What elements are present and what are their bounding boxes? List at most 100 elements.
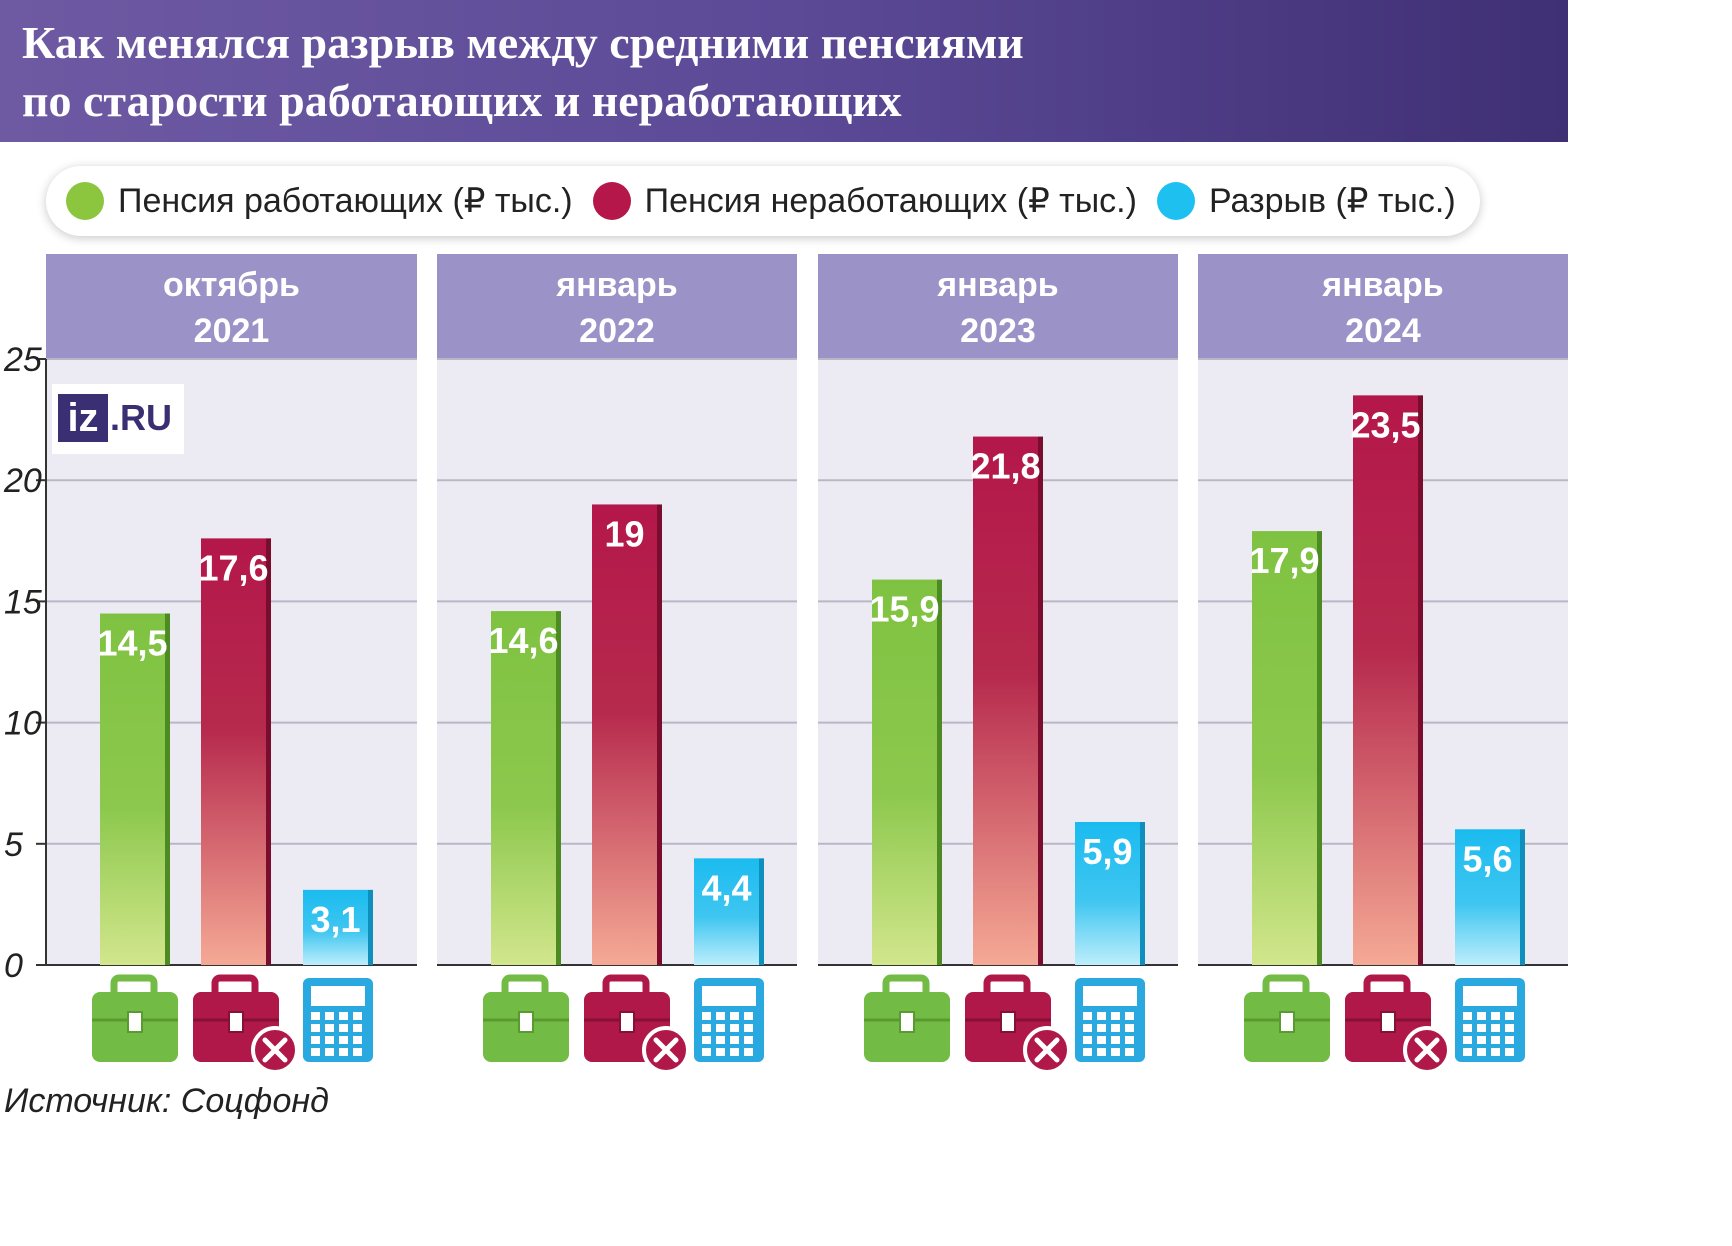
calculator-key xyxy=(1083,1024,1092,1032)
calculator-key xyxy=(1125,1036,1134,1044)
calculator-key xyxy=(716,1036,725,1044)
panel-year-label: 2022 xyxy=(579,312,655,350)
briefcase-icon xyxy=(864,974,950,1062)
bar-edge-gap xyxy=(1140,821,1145,965)
legend-swatch-gap xyxy=(1156,182,1195,220)
calculator-key xyxy=(1491,1024,1500,1032)
bar-working xyxy=(491,611,556,965)
calculator-display xyxy=(702,986,756,1006)
calculator-key xyxy=(1477,1036,1486,1044)
panel-month-label: январь xyxy=(555,266,677,304)
bar-gap xyxy=(1455,829,1520,965)
calculator-key xyxy=(716,1012,725,1020)
bar-nonworking xyxy=(201,538,266,965)
data-label-gap: 5,9 xyxy=(1082,831,1132,872)
chart-title: Как менялся разрыв между средними пенсия… xyxy=(22,14,1522,130)
briefcase-cross-icon xyxy=(584,974,690,1074)
calculator-key xyxy=(311,1012,320,1020)
cross-mark xyxy=(1034,1037,1060,1063)
panel-year-label: 2023 xyxy=(960,312,1036,350)
panel-header xyxy=(437,254,797,359)
data-label-working: 14,6 xyxy=(488,620,558,661)
calculator-key xyxy=(702,1024,711,1032)
calculator-key xyxy=(1463,1048,1472,1056)
briefcase-clasp xyxy=(1279,1011,1295,1033)
calculator-display xyxy=(311,986,365,1006)
briefcase-cross-icon xyxy=(1345,974,1451,1074)
calculator-key xyxy=(325,1024,334,1032)
calculator-icon xyxy=(1455,978,1525,1062)
calculator-key xyxy=(353,1036,362,1044)
briefcase-clasp xyxy=(518,1011,534,1033)
data-label-working: 14,5 xyxy=(97,623,167,664)
title-line-2: по старости работающих и неработающих xyxy=(22,75,902,126)
data-label-working: 15,9 xyxy=(869,589,939,630)
bar-edge-gap xyxy=(759,858,764,965)
title-line-1: Как менялся разрыв между средними пенсия… xyxy=(22,17,1024,68)
calculator-key xyxy=(744,1048,753,1056)
briefcase-icon xyxy=(483,974,569,1062)
cross-mark xyxy=(262,1037,288,1063)
panel-header xyxy=(1198,254,1568,359)
briefcase-clasp xyxy=(899,1011,915,1033)
data-label-nonworking: 17,6 xyxy=(198,547,268,588)
data-label-nonworking: 19 xyxy=(604,513,644,554)
bar-edge-gap xyxy=(368,889,373,965)
calculator-key xyxy=(339,1024,348,1032)
calculator-key xyxy=(353,1012,362,1020)
bar-working xyxy=(1252,531,1317,965)
data-label-gap: 3,1 xyxy=(310,899,360,940)
header-banner: Как менялся разрыв между средними пенсия… xyxy=(0,0,1568,142)
iz-ru-logo: iz .RU xyxy=(52,384,184,454)
calculator-key xyxy=(730,1012,739,1020)
calculator-icon xyxy=(1075,978,1145,1062)
calculator-key xyxy=(1491,1012,1500,1020)
legend-label-working: Пенсия работающих (₽ тыс.) xyxy=(118,182,573,220)
calculator-icon xyxy=(303,978,373,1062)
calculator-key xyxy=(1505,1024,1514,1032)
legend-swatch-nonworking xyxy=(592,182,631,220)
calculator-key xyxy=(311,1024,320,1032)
panel-header xyxy=(818,254,1178,359)
briefcase-clasp xyxy=(1000,1011,1016,1033)
bar-edge-nonworking xyxy=(657,504,662,965)
briefcase-cross-icon xyxy=(965,974,1071,1074)
data-label-gap: 5,6 xyxy=(1462,838,1512,879)
calculator-key xyxy=(730,1024,739,1032)
calculator-key xyxy=(311,1048,320,1056)
calculator-key xyxy=(1111,1036,1120,1044)
briefcase-icon xyxy=(92,974,178,1062)
calculator-key xyxy=(1477,1024,1486,1032)
data-label-working: 17,9 xyxy=(1249,540,1319,581)
bar-edge-working xyxy=(937,579,942,965)
data-label-gap: 4,4 xyxy=(701,867,751,908)
calculator-key xyxy=(325,1048,334,1056)
calculator-key xyxy=(744,1012,753,1020)
calculator-key xyxy=(1125,1012,1134,1020)
calculator-key xyxy=(1083,1012,1092,1020)
bar-edge-working xyxy=(165,613,170,965)
calculator-key xyxy=(1491,1036,1500,1044)
calculator-key xyxy=(716,1024,725,1032)
bar-nonworking xyxy=(592,504,657,965)
calculator-key xyxy=(702,1012,711,1020)
calculator-key xyxy=(339,1036,348,1044)
calculator-key xyxy=(730,1036,739,1044)
bar-edge-nonworking xyxy=(1038,436,1043,965)
calculator-key xyxy=(1463,1024,1472,1032)
bar-edge-nonworking xyxy=(1418,395,1423,965)
bar-edge-nonworking xyxy=(266,538,271,965)
calculator-key xyxy=(1083,1036,1092,1044)
panel-month-label: январь xyxy=(1321,266,1443,304)
legend-item-gap: Разрыв (₽ тыс.) xyxy=(1156,181,1456,221)
bar-edge-working xyxy=(1317,531,1322,965)
briefcase-clasp xyxy=(127,1011,143,1033)
y-tick-label: 25 xyxy=(3,341,42,379)
legend-item-nonworking: Пенсия неработающих (₽ тыс.) xyxy=(592,181,1137,221)
calculator-key xyxy=(1477,1048,1486,1056)
bar-edge-working xyxy=(556,611,561,965)
calculator-key xyxy=(1097,1048,1106,1056)
calculator-key xyxy=(325,1036,334,1044)
calculator-key xyxy=(1083,1048,1092,1056)
bar-working xyxy=(872,579,937,965)
